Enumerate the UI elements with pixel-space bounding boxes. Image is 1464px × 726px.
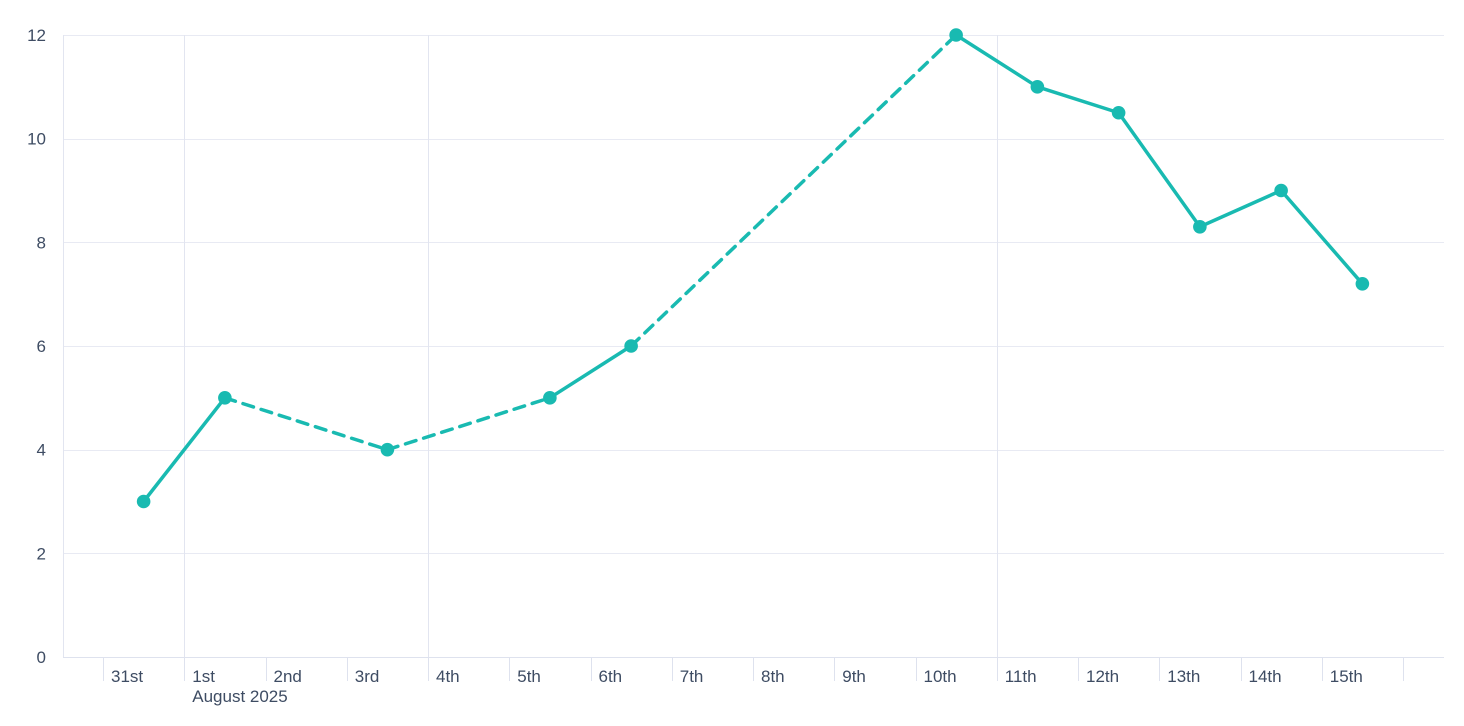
data-point-marker[interactable] xyxy=(1111,105,1126,120)
series-line-segment-dashed xyxy=(223,396,390,452)
y-axis-label: 6 xyxy=(37,337,46,356)
x-axis-label: 10th xyxy=(924,667,957,686)
series-line-segment-dashed xyxy=(385,396,552,452)
y-axis-label: 2 xyxy=(37,544,46,563)
data-point-marker[interactable] xyxy=(380,442,395,457)
data-point-marker[interactable] xyxy=(1355,277,1370,291)
x-axis-month-label: August 2025 xyxy=(192,687,287,706)
data-point-marker[interactable] xyxy=(949,28,963,42)
series-line-segment-solid xyxy=(1279,188,1365,286)
x-axis-label: 31st xyxy=(111,667,143,686)
x-axis-label: 2nd xyxy=(274,667,302,686)
x-axis-label: 1st xyxy=(192,667,215,686)
series-line-segment-solid xyxy=(1035,85,1121,115)
x-axis-label: 14th xyxy=(1249,667,1282,686)
x-axis-label: 5th xyxy=(517,667,541,686)
y-axis-label: 8 xyxy=(37,233,46,252)
x-axis-label: 11th xyxy=(1005,667,1037,686)
data-point-marker[interactable] xyxy=(136,494,151,509)
x-axis-label: 9th xyxy=(842,667,866,686)
series-line-segment-solid xyxy=(141,396,227,504)
data-point-marker[interactable] xyxy=(543,391,557,405)
data-point-marker[interactable] xyxy=(1274,183,1288,198)
data-point-marker[interactable] xyxy=(218,391,232,405)
data-point-marker[interactable] xyxy=(624,339,638,353)
x-axis-label: 6th xyxy=(599,667,623,686)
series-line-segment-solid xyxy=(548,344,633,400)
series-line-segment-solid xyxy=(1198,188,1283,229)
y-axis-label: 0 xyxy=(37,648,46,667)
x-axis-label: 7th xyxy=(680,667,704,686)
y-axis-label: 12 xyxy=(27,26,46,45)
series-line-segment-solid xyxy=(954,33,1040,89)
x-axis-label: 12th xyxy=(1086,667,1119,686)
data-point-marker[interactable] xyxy=(1030,80,1045,94)
x-axis-label: 3rd xyxy=(355,667,380,686)
series-line-segment-solid xyxy=(1116,111,1202,229)
series-line-segment-dashed xyxy=(629,33,958,348)
data-point-marker[interactable] xyxy=(1193,219,1207,234)
x-axis-label: 15th xyxy=(1330,667,1363,686)
x-axis-label: 4th xyxy=(436,667,460,686)
y-axis-label: 4 xyxy=(37,441,46,460)
x-axis-label: 8th xyxy=(761,667,785,686)
x-axis-label: 13th xyxy=(1167,667,1200,686)
y-axis-label: 10 xyxy=(27,130,46,149)
